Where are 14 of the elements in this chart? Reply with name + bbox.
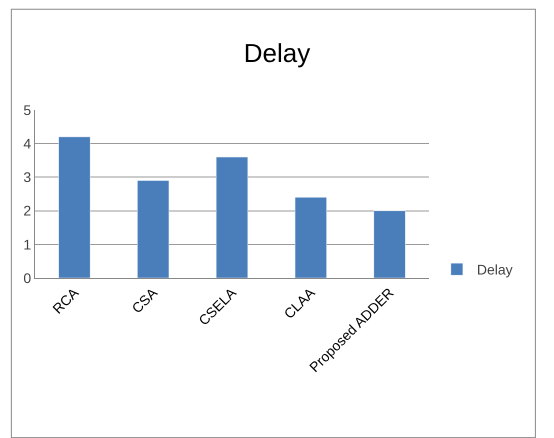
y-tick-label: 2	[23, 202, 32, 219]
y-tick-label: 1	[23, 236, 32, 252]
chart-title: Delay	[244, 38, 310, 68]
bar	[374, 210, 406, 278]
y-tick-label: 0	[23, 270, 32, 286]
bar	[58, 136, 90, 278]
y-tick-label: 5	[23, 102, 32, 118]
y-tick-label: 3	[23, 169, 32, 186]
x-tick-label: CSA	[128, 284, 161, 316]
bar	[294, 197, 327, 278]
legend-label: Delay	[476, 262, 513, 278]
bar	[137, 180, 170, 278]
bar	[216, 156, 248, 278]
y-tick-label: 4	[23, 136, 32, 152]
